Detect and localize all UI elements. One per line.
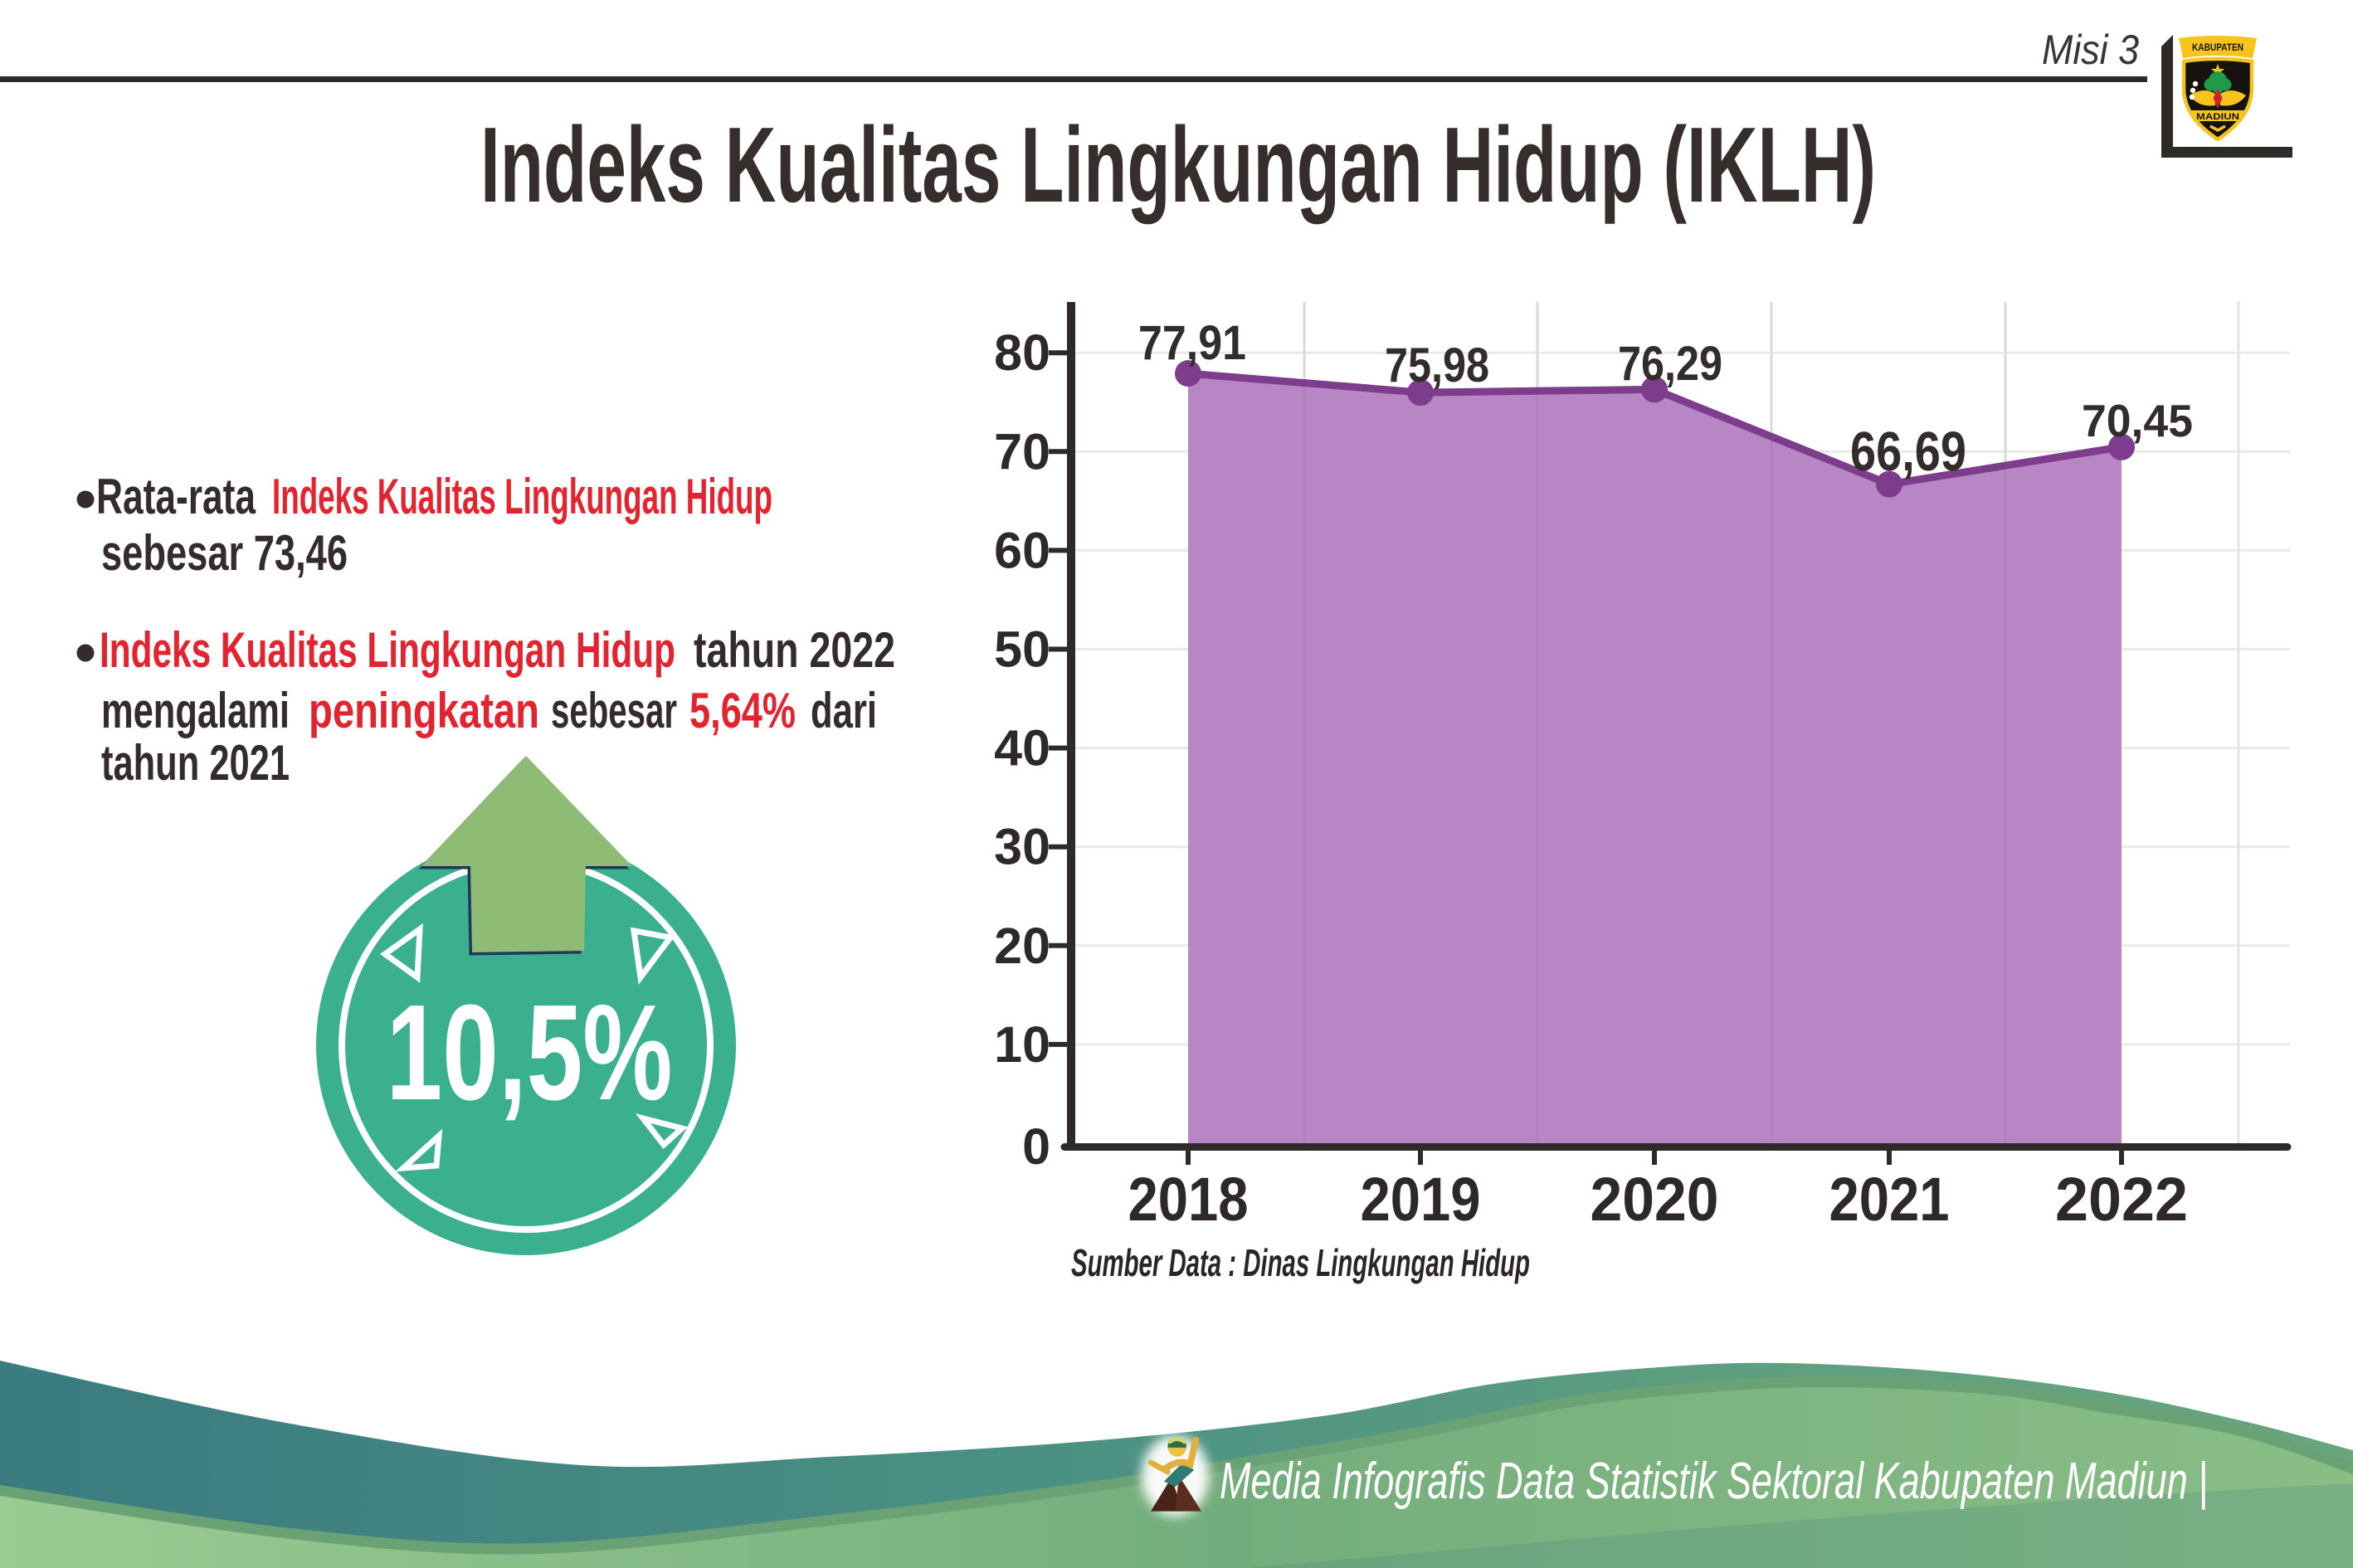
svg-text:Rata-rata: Rata-rata — [96, 469, 256, 524]
svg-text:Misi 3: Misi 3 — [2042, 27, 2139, 73]
svg-text:20: 20 — [994, 918, 1050, 974]
svg-text:Media Infografis Data Statisti: Media Infografis Data Statistik Sektoral… — [1220, 1453, 2208, 1510]
svg-text:Sumber Data : Dinas Lingkungan: Sumber Data : Dinas Lingkungan Hidup — [1071, 1241, 1530, 1284]
svg-text:50: 50 — [994, 621, 1050, 678]
svg-text:KABUPATEN: KABUPATEN — [2192, 43, 2243, 53]
svg-text:30: 30 — [994, 819, 1050, 875]
svg-text:77,91: 77,91 — [1138, 316, 1246, 370]
svg-text:5,64%: 5,64% — [689, 683, 796, 738]
svg-text:2020: 2020 — [1591, 1165, 1719, 1234]
svg-text:2021: 2021 — [1829, 1165, 1950, 1234]
svg-text:tahun 2021: tahun 2021 — [101, 735, 290, 791]
svg-text:75,98: 75,98 — [1385, 338, 1489, 392]
svg-text:2018: 2018 — [1128, 1165, 1249, 1234]
svg-text:60: 60 — [994, 522, 1050, 578]
svg-text:Indeks Kualitas Lingkungan Hid: Indeks Kualitas Lingkungan Hidup (IKLH) — [480, 105, 1876, 225]
svg-text:mengalami: mengalami — [101, 683, 290, 738]
svg-text:0: 0 — [1022, 1118, 1050, 1175]
svg-text:dari: dari — [811, 683, 877, 738]
svg-text:tahun 2022: tahun 2022 — [694, 622, 895, 678]
svg-text:70: 70 — [994, 423, 1050, 480]
svg-text:66,69: 66,69 — [1850, 421, 1966, 483]
svg-text:76,29: 76,29 — [1618, 337, 1722, 391]
svg-text:Indeks Kualitas Lingkungan Hid: Indeks Kualitas Lingkungan Hidup — [272, 469, 772, 524]
svg-text:80: 80 — [994, 324, 1050, 381]
svg-text:10: 10 — [994, 1016, 1050, 1073]
svg-text:peningkatan: peningkatan — [309, 683, 539, 738]
svg-text:2019: 2019 — [1361, 1165, 1481, 1234]
svg-text:2022: 2022 — [2055, 1165, 2188, 1234]
svg-text:70,45: 70,45 — [2082, 395, 2193, 446]
svg-text:10,5%: 10,5% — [387, 976, 673, 1128]
svg-text:MADIUN: MADIUN — [2196, 112, 2239, 122]
svg-text:40: 40 — [994, 720, 1050, 777]
svg-text:sebesar 73,46: sebesar 73,46 — [101, 525, 348, 581]
svg-text:Indeks Kualitas Lingkungan Hid: Indeks Kualitas Lingkungan Hidup — [100, 622, 675, 678]
svg-text:sebesar: sebesar — [551, 683, 677, 738]
